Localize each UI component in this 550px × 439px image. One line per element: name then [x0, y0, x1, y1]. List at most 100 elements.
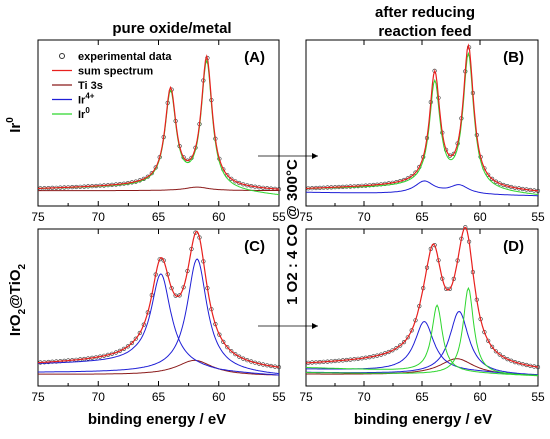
legend-label: Ti 3s: [78, 80, 103, 92]
data-point: [505, 357, 510, 362]
legend-item-ir0: Ir0: [52, 106, 90, 121]
x-tick-label: 65: [152, 390, 166, 404]
data-point: [463, 225, 468, 230]
data-point: [490, 176, 495, 181]
data-point: [233, 179, 238, 184]
series-experimental-data: [38, 55, 282, 192]
x-tick-label: 55: [531, 210, 545, 224]
data-point: [217, 332, 222, 337]
data-point: [493, 179, 499, 184]
x-tick-label: 60: [212, 390, 226, 404]
data-point: [493, 349, 499, 354]
series-sum-spectrum: [306, 43, 539, 192]
x-tick-label: 65: [415, 390, 429, 404]
x-tick-label: 55: [531, 390, 545, 404]
data-point: [157, 257, 162, 262]
legend-label: experimental data: [78, 51, 172, 63]
data-point: [125, 344, 130, 349]
legend-label: Ir4+: [78, 92, 95, 107]
x-tick-label: 75: [31, 210, 45, 224]
panel-c: 75 70 65 60 55 (C): [31, 228, 286, 404]
legend: experimental data sum spectrum Ti 3sIr4+Ir…: [52, 51, 172, 121]
series-ir4-1: [305, 320, 539, 376]
data-point: [486, 338, 491, 343]
data-point: [229, 349, 234, 354]
row-label-top: Ir0: [5, 117, 24, 133]
series-ir0-2: [306, 286, 539, 376]
panel-a: 75 70 65 60 55 (A): [31, 39, 286, 224]
data-point: [177, 293, 182, 298]
panels: 75 70 65 60 55(A)75 70 65 60 55(B)75 70 65 60 55(C)7…: [31, 39, 545, 404]
data-point: [225, 345, 230, 350]
data-point: [386, 349, 391, 355]
x-tick-label: 60: [212, 210, 226, 224]
panel-label: (C): [244, 238, 265, 255]
panel-label: (D): [503, 238, 524, 255]
data-point: [398, 343, 403, 348]
legend-marker: [59, 53, 65, 59]
data-point: [121, 346, 126, 352]
x-tick-label: 60: [473, 390, 487, 404]
transition-arrow-bottom: [258, 323, 318, 329]
data-point: [241, 356, 246, 361]
data-point: [149, 171, 154, 176]
legend-item-experimental-data: experimental data: [59, 51, 172, 63]
plot-frame: [37, 39, 280, 207]
x-axis-label-left: binding energy / eV: [88, 411, 226, 428]
series-sum-spectrum: [38, 54, 280, 190]
panel-b: 75 70 65 60 55 (B): [299, 39, 545, 224]
data-point: [137, 330, 142, 336]
data-point: [117, 348, 122, 354]
series-ir0: [37, 58, 280, 196]
series-ir4-1: [38, 273, 280, 376]
data-point: [405, 335, 410, 340]
data-point: [509, 358, 514, 363]
series-ir4-2: [38, 258, 280, 375]
middle-condition-label: 1 O2 : 4 CO @ 300°C: [284, 159, 301, 305]
x-tick-label: 70: [357, 390, 371, 404]
data-point: [497, 181, 502, 186]
legend-item-sum-spectrum: sum spectrum: [52, 66, 153, 78]
column-title-right-line2: reaction feed: [378, 23, 471, 40]
series-experimental-data: [306, 45, 541, 193]
series-ti-3s: [37, 359, 280, 376]
data-point: [229, 176, 234, 181]
x-tick-label: 55: [272, 390, 286, 404]
series-ir4-2: [306, 310, 539, 376]
row-label-bottom: IrO2@TiO2: [7, 263, 28, 336]
x-tick-label: 65: [415, 210, 429, 224]
x-tick-label: 75: [31, 390, 45, 404]
series-sum-spectrum: [305, 226, 539, 368]
panel-label: (A): [244, 49, 265, 66]
legend-item-ir4: Ir4+: [52, 92, 95, 107]
x-tick-label: 70: [92, 210, 106, 224]
data-point: [501, 355, 506, 360]
data-point: [233, 352, 238, 357]
x-tick-label: 65: [152, 210, 166, 224]
data-point: [225, 173, 230, 178]
x-tick-label: 75: [299, 210, 313, 224]
series-sum-spectrum: [38, 230, 280, 368]
data-point: [221, 339, 226, 345]
transition-arrow-top: [258, 153, 318, 159]
column-title-right-line1: after reducing: [375, 4, 475, 21]
panel-d: 75 70 65 60 55 (D): [299, 225, 545, 404]
legend-item-ti-3s: Ti 3s: [52, 80, 103, 92]
x-tick-label: 60: [473, 210, 487, 224]
x-axis-label-right: binding energy / eV: [354, 411, 492, 428]
column-title-left: pure oxide/metal: [112, 20, 231, 37]
data-point: [390, 348, 395, 353]
series-ti-3s: [38, 186, 280, 192]
legend-label: Ir0: [78, 106, 90, 121]
data-point: [401, 340, 407, 345]
series-ir0: [306, 51, 539, 195]
series-ir4: [306, 180, 538, 197]
data-point: [409, 328, 414, 333]
data-point: [133, 336, 138, 341]
data-point: [447, 286, 453, 291]
data-point: [129, 340, 134, 346]
data-point: [173, 293, 178, 298]
data-point: [497, 352, 502, 357]
x-tick-label: 70: [92, 390, 106, 404]
